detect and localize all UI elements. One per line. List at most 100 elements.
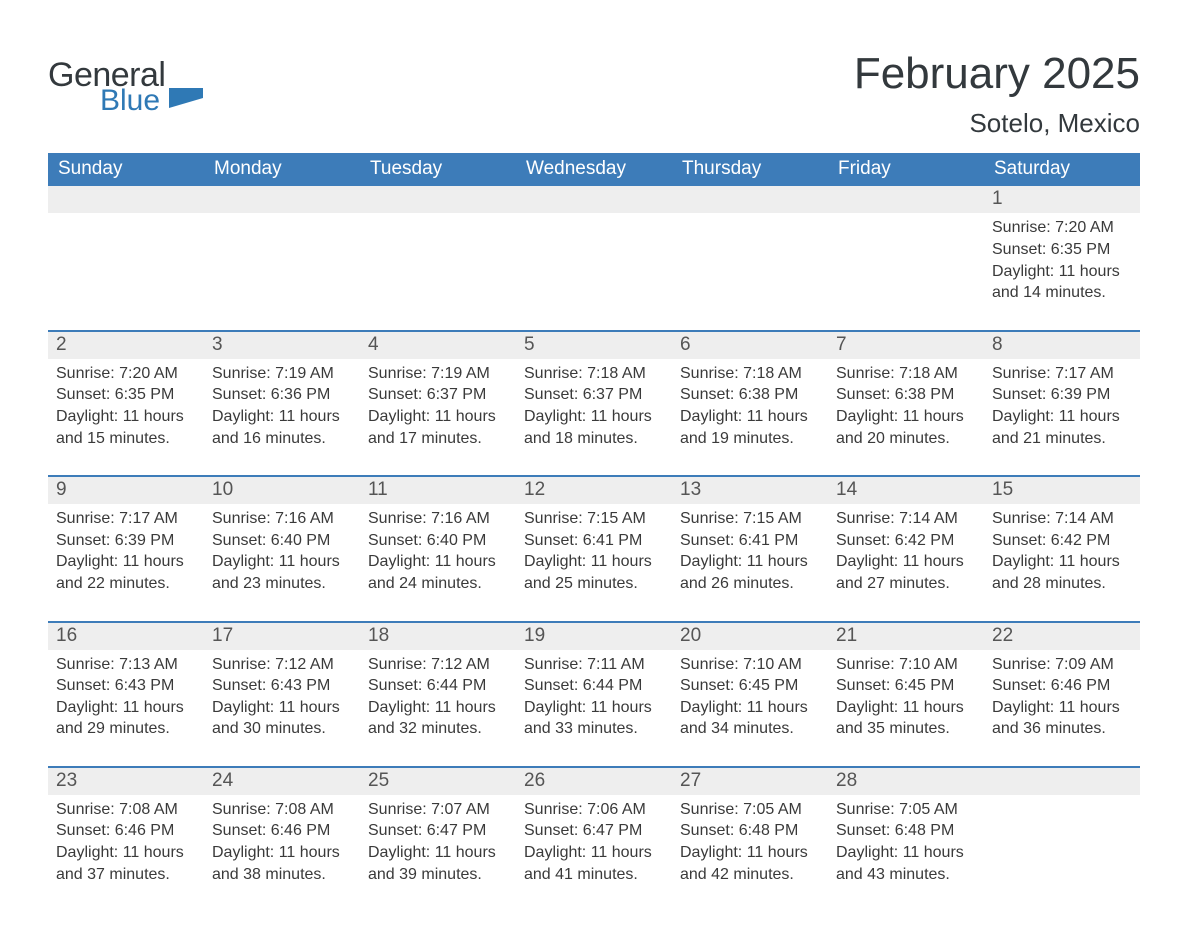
sunset-line: Sunset: 6:37 PM [368, 384, 508, 406]
day-number: 20 [672, 623, 828, 650]
daylight-line: Daylight: 11 hours and 38 minutes. [212, 842, 352, 885]
calendar-cell [672, 213, 828, 311]
day-number: 28 [828, 768, 984, 795]
day-number [48, 186, 204, 213]
sunrise-line: Sunrise: 7:05 AM [680, 799, 820, 821]
calendar-cell: Sunrise: 7:20 AMSunset: 6:35 PMDaylight:… [984, 213, 1140, 311]
day-number: 15 [984, 477, 1140, 504]
sunset-line: Sunset: 6:43 PM [212, 675, 352, 697]
day-number: 12 [516, 477, 672, 504]
day-number [516, 186, 672, 213]
daylight-line: Daylight: 11 hours and 26 minutes. [680, 551, 820, 594]
calendar-cell [984, 795, 1140, 893]
calendar-cell: Sunrise: 7:18 AMSunset: 6:37 PMDaylight:… [516, 359, 672, 457]
calendar-week: 16171819202122Sunrise: 7:13 AMSunset: 6:… [48, 621, 1140, 748]
daylight-line: Daylight: 11 hours and 29 minutes. [56, 697, 196, 740]
calendar-cell: Sunrise: 7:18 AMSunset: 6:38 PMDaylight:… [672, 359, 828, 457]
month-title: February 2025 [854, 50, 1140, 98]
day-number: 19 [516, 623, 672, 650]
calendar-cell: Sunrise: 7:12 AMSunset: 6:43 PMDaylight:… [204, 650, 360, 748]
sunrise-line: Sunrise: 7:09 AM [992, 654, 1132, 676]
sunrise-line: Sunrise: 7:12 AM [212, 654, 352, 676]
weekday-header: Thursday [672, 153, 828, 186]
sunset-line: Sunset: 6:35 PM [56, 384, 196, 406]
sunset-line: Sunset: 6:37 PM [524, 384, 664, 406]
daylight-line: Daylight: 11 hours and 23 minutes. [212, 551, 352, 594]
daylight-line: Daylight: 11 hours and 43 minutes. [836, 842, 976, 885]
daylight-line: Daylight: 11 hours and 27 minutes. [836, 551, 976, 594]
sunrise-line: Sunrise: 7:16 AM [212, 508, 352, 530]
daylight-line: Daylight: 11 hours and 33 minutes. [524, 697, 664, 740]
calendar-cell: Sunrise: 7:09 AMSunset: 6:46 PMDaylight:… [984, 650, 1140, 748]
daylight-line: Daylight: 11 hours and 22 minutes. [56, 551, 196, 594]
calendar-week: 9101112131415Sunrise: 7:17 AMSunset: 6:3… [48, 475, 1140, 602]
daylight-line: Daylight: 11 hours and 34 minutes. [680, 697, 820, 740]
daylight-line: Daylight: 11 hours and 28 minutes. [992, 551, 1132, 594]
weekday-header: Saturday [984, 153, 1140, 186]
day-number: 14 [828, 477, 984, 504]
sunrise-line: Sunrise: 7:19 AM [368, 363, 508, 385]
sunrise-line: Sunrise: 7:12 AM [368, 654, 508, 676]
weekday-header: Monday [204, 153, 360, 186]
sunrise-line: Sunrise: 7:18 AM [524, 363, 664, 385]
sunrise-line: Sunrise: 7:15 AM [524, 508, 664, 530]
day-number: 6 [672, 332, 828, 359]
daylight-line: Daylight: 11 hours and 18 minutes. [524, 406, 664, 449]
calendar-cell: Sunrise: 7:08 AMSunset: 6:46 PMDaylight:… [48, 795, 204, 893]
sunrise-line: Sunrise: 7:11 AM [524, 654, 664, 676]
calendar-page: General Blue February 2025 Sotelo, Mexic… [0, 0, 1188, 933]
sunrise-line: Sunrise: 7:20 AM [56, 363, 196, 385]
sunset-line: Sunset: 6:39 PM [992, 384, 1132, 406]
calendar-grid: SundayMondayTuesdayWednesdayThursdayFrid… [48, 153, 1140, 893]
sunrise-line: Sunrise: 7:14 AM [992, 508, 1132, 530]
sunset-line: Sunset: 6:36 PM [212, 384, 352, 406]
daylight-line: Daylight: 11 hours and 41 minutes. [524, 842, 664, 885]
sunrise-line: Sunrise: 7:10 AM [836, 654, 976, 676]
calendar-cell: Sunrise: 7:17 AMSunset: 6:39 PMDaylight:… [48, 504, 204, 602]
sunset-line: Sunset: 6:40 PM [212, 530, 352, 552]
sunset-line: Sunset: 6:42 PM [992, 530, 1132, 552]
daylight-line: Daylight: 11 hours and 14 minutes. [992, 261, 1132, 304]
weekday-header-row: SundayMondayTuesdayWednesdayThursdayFrid… [48, 153, 1140, 186]
sunrise-line: Sunrise: 7:13 AM [56, 654, 196, 676]
day-number: 8 [984, 332, 1140, 359]
location-subtitle: Sotelo, Mexico [854, 108, 1140, 139]
sunset-line: Sunset: 6:48 PM [680, 820, 820, 842]
title-block: February 2025 Sotelo, Mexico [854, 50, 1140, 139]
calendar-cell: Sunrise: 7:16 AMSunset: 6:40 PMDaylight:… [204, 504, 360, 602]
calendar-cell: Sunrise: 7:06 AMSunset: 6:47 PMDaylight:… [516, 795, 672, 893]
calendar-cell: Sunrise: 7:19 AMSunset: 6:37 PMDaylight:… [360, 359, 516, 457]
weekday-header: Sunday [48, 153, 204, 186]
daylight-line: Daylight: 11 hours and 19 minutes. [680, 406, 820, 449]
logo-word-blue: Blue [100, 86, 165, 116]
calendar-cell: Sunrise: 7:16 AMSunset: 6:40 PMDaylight:… [360, 504, 516, 602]
day-number: 26 [516, 768, 672, 795]
calendar-cell: Sunrise: 7:19 AMSunset: 6:36 PMDaylight:… [204, 359, 360, 457]
sunset-line: Sunset: 6:40 PM [368, 530, 508, 552]
day-number: 16 [48, 623, 204, 650]
daylight-line: Daylight: 11 hours and 42 minutes. [680, 842, 820, 885]
calendar-cell [516, 213, 672, 311]
day-number [204, 186, 360, 213]
sunset-line: Sunset: 6:47 PM [524, 820, 664, 842]
sunrise-line: Sunrise: 7:18 AM [836, 363, 976, 385]
daylight-line: Daylight: 11 hours and 39 minutes. [368, 842, 508, 885]
calendar-week: 2345678Sunrise: 7:20 AMSunset: 6:35 PMDa… [48, 330, 1140, 457]
calendar-cell: Sunrise: 7:05 AMSunset: 6:48 PMDaylight:… [672, 795, 828, 893]
day-number-strip: 1 [48, 186, 1140, 213]
sunrise-line: Sunrise: 7:17 AM [56, 508, 196, 530]
day-number [828, 186, 984, 213]
daylight-line: Daylight: 11 hours and 30 minutes. [212, 697, 352, 740]
daylight-line: Daylight: 11 hours and 17 minutes. [368, 406, 508, 449]
sunset-line: Sunset: 6:44 PM [524, 675, 664, 697]
calendar-week: 1Sunrise: 7:20 AMSunset: 6:35 PMDaylight… [48, 186, 1140, 311]
brand-logo: General Blue [48, 50, 209, 116]
calendar-cell: Sunrise: 7:17 AMSunset: 6:39 PMDaylight:… [984, 359, 1140, 457]
sunset-line: Sunset: 6:38 PM [680, 384, 820, 406]
sunset-line: Sunset: 6:48 PM [836, 820, 976, 842]
daylight-line: Daylight: 11 hours and 35 minutes. [836, 697, 976, 740]
day-number: 1 [984, 186, 1140, 213]
daylight-line: Daylight: 11 hours and 36 minutes. [992, 697, 1132, 740]
sunrise-line: Sunrise: 7:08 AM [212, 799, 352, 821]
sunset-line: Sunset: 6:41 PM [680, 530, 820, 552]
